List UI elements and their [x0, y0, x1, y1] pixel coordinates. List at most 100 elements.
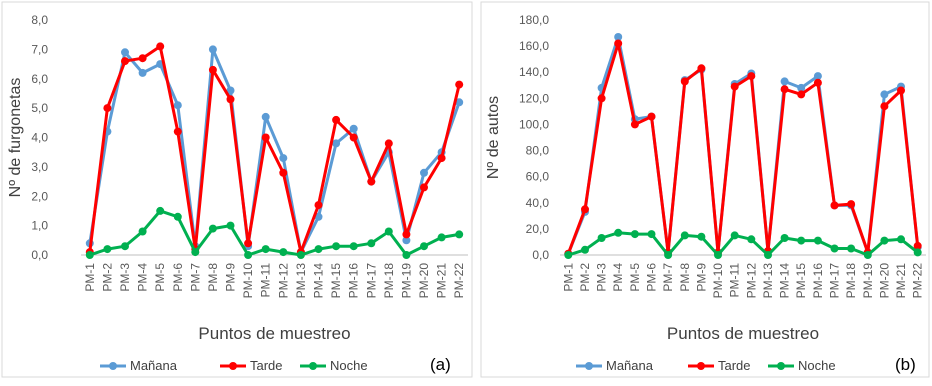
- legend-marker: [777, 362, 785, 370]
- y-tick-label: 7,0: [31, 42, 48, 56]
- data-point: [156, 42, 165, 51]
- x-tick-label: PM-8: [678, 263, 692, 292]
- legend: Mañana Tarde Noche: [576, 358, 836, 373]
- data-point: [630, 230, 639, 239]
- legend-entry: Tarde: [718, 358, 751, 373]
- data-point: [880, 102, 889, 111]
- data-point: [813, 72, 822, 81]
- panel-label: (a): [430, 355, 451, 374]
- data-point: [730, 231, 739, 240]
- data-point: [897, 235, 905, 244]
- data-point: [730, 82, 739, 91]
- data-point: [630, 120, 639, 129]
- data-point: [597, 234, 606, 242]
- series-noche: [564, 228, 922, 259]
- data-point: [244, 251, 253, 259]
- data-point: [314, 245, 323, 254]
- chart-panel-b: 0,0 20,0 40,0 60,0 80,0 100,0 120,0 140,0 160,0 1…: [480, 1, 930, 378]
- data-point: [614, 33, 623, 41]
- x-tick-label: PM-2: [578, 263, 592, 292]
- data-point: [420, 168, 428, 177]
- y-tick-label: 100,0: [519, 117, 549, 131]
- x-tick-label: PM-12: [276, 263, 290, 299]
- legend-marker: [229, 362, 237, 370]
- x-tick-label: PM-15: [329, 263, 343, 299]
- data-point: [714, 251, 722, 259]
- x-tick-label: PM-15: [794, 263, 808, 299]
- series-noche: [85, 206, 464, 259]
- series-line: [89, 209, 460, 257]
- data-point: [332, 139, 341, 148]
- legend-marker: [109, 362, 117, 370]
- data-point: [797, 236, 806, 245]
- x-tick-label: PM-2: [100, 263, 114, 292]
- series-line: [566, 35, 920, 255]
- data-point: [420, 242, 428, 251]
- data-point: [173, 212, 182, 221]
- data-point: [697, 232, 706, 241]
- x-tick-label: PM-11: [728, 263, 742, 298]
- x-tick-label: PM-22: [911, 263, 925, 299]
- x-tick-label: PM-11: [259, 263, 273, 298]
- x-tick-label: PM-17: [364, 263, 378, 299]
- x-tick-label: PM-12: [744, 263, 758, 299]
- x-tick-label: PM-21: [894, 263, 908, 299]
- legend-entry: Mañana: [130, 358, 178, 373]
- data-point: [764, 251, 772, 259]
- x-tick-label: PM-13: [761, 263, 775, 299]
- data-point: [913, 248, 922, 257]
- legend-entry: Noche: [330, 358, 368, 373]
- data-point: [747, 72, 756, 81]
- data-point: [103, 245, 112, 254]
- data-point: [830, 201, 839, 210]
- chart-panel-a: 0,0 1,0 2,0 3,0 4,0 5,0 6,0 7,0 8,0 PM-1 PM-2 PM-3 P…: [1, 1, 473, 378]
- x-tick-label: PM-9: [224, 263, 238, 292]
- x-tick-label: PM-5: [628, 263, 642, 292]
- data-point: [173, 127, 182, 136]
- y-tick-label: 60,0: [526, 170, 550, 184]
- data-point: [279, 248, 288, 257]
- data-point: [437, 233, 446, 242]
- x-tick-label: PM-10: [711, 263, 725, 299]
- x-tick-label: PM-4: [136, 263, 150, 292]
- data-point: [680, 231, 689, 240]
- data-point: [680, 77, 689, 86]
- y-tick-label: 140,0: [519, 65, 549, 79]
- x-tick-label: PM-18: [382, 263, 396, 299]
- y-tick-label: 20,0: [526, 222, 550, 236]
- data-point: [863, 251, 872, 259]
- series-tarde: [564, 39, 922, 258]
- data-point: [208, 224, 217, 233]
- x-tick-label: PM-16: [811, 263, 825, 299]
- x-tick-label: PM-14: [778, 263, 792, 299]
- data-point: [830, 244, 839, 253]
- data-point: [279, 168, 288, 177]
- series-line: [567, 231, 919, 257]
- data-point: [208, 65, 217, 74]
- x-tick-label: PM-5: [153, 263, 167, 292]
- data-point: [349, 133, 358, 142]
- data-point: [156, 206, 165, 215]
- data-point: [314, 201, 323, 210]
- data-point: [880, 236, 889, 245]
- data-point: [455, 98, 464, 107]
- x-tick-label: PM-7: [661, 263, 675, 292]
- y-tick-label: 6,0: [31, 72, 48, 86]
- data-point: [847, 244, 856, 253]
- data-point: [103, 104, 112, 113]
- data-point: [367, 177, 376, 186]
- data-point: [138, 227, 147, 236]
- x-axis-title: Puntos de muestreo: [198, 324, 350, 343]
- data-point: [191, 248, 200, 257]
- x-tick-label: PM-10: [241, 263, 255, 299]
- data-point: [564, 251, 573, 259]
- x-tick-label: PM-3: [595, 263, 609, 292]
- legend-entry: Noche: [798, 358, 836, 373]
- data-point: [614, 228, 623, 237]
- y-tick-label: 0,0: [532, 248, 549, 262]
- data-point: [279, 154, 288, 163]
- legend-entry: Tarde: [250, 358, 283, 373]
- series-manana: [85, 45, 464, 257]
- data-point: [226, 221, 235, 230]
